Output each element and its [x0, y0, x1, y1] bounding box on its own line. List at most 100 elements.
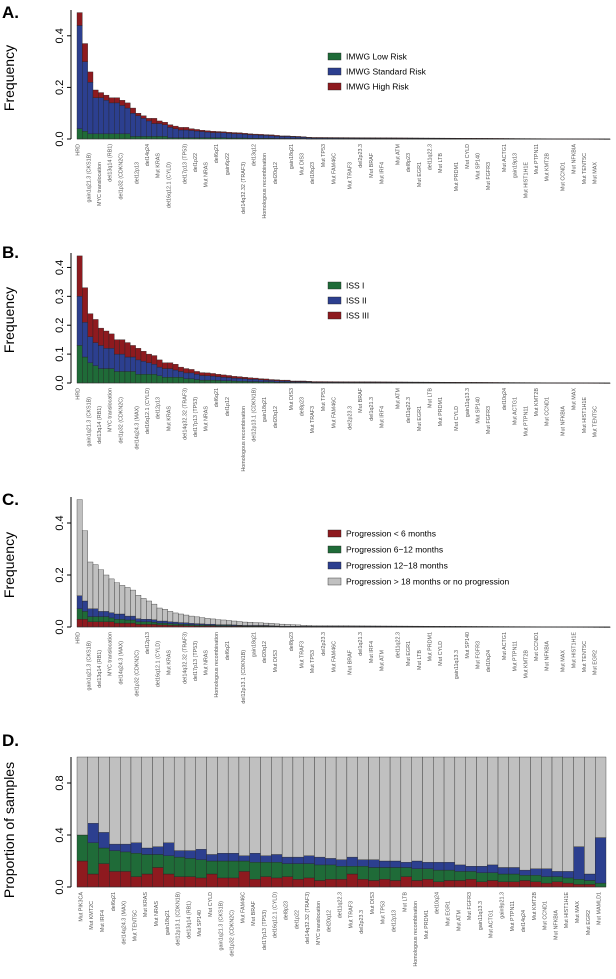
panel-d-bar-segment: [87, 842, 99, 875]
panel-d-bar-stack: [314, 756, 326, 888]
panel-d-category-label: Mut SP140: [197, 910, 203, 937]
panel-a-category-label: del17p13 (TP53): [182, 144, 188, 184]
panel-c-bar-stack: [103, 574, 110, 628]
panel-c-category-label: Mut KRAS: [166, 650, 172, 676]
panel-d-bar-segment: [519, 875, 531, 881]
panel-b-category-label: del12p13: [156, 397, 162, 419]
panel-b-bar-stack: [114, 339, 120, 384]
panel-b-bar-segment: [178, 377, 184, 384]
panel-b-category-label: del12p13.1 (CDKN1B): [252, 388, 258, 442]
panel-a-category-label: Mut ACTG1: [502, 144, 508, 172]
panel-a-bar-stack: [178, 127, 184, 140]
panel-c-bar-segment: [98, 621, 104, 628]
panel-d-bar-segment: [249, 853, 261, 863]
panel-a-bar-stack: [295, 136, 302, 140]
panel-c-bar-segment: [87, 608, 94, 617]
panel-c-category-label: gain1q21.3 (CKS1B): [86, 641, 92, 691]
panel-c-category-label: del1q21.3: [358, 632, 364, 656]
panel-d-bar-stack: [422, 756, 434, 888]
panel-c-bar-segment: [183, 614, 190, 624]
panel-d-bar-segment: [573, 884, 585, 888]
panel-a-bar-segment: [199, 131, 206, 138]
panel-a-bar-stack: [290, 135, 296, 140]
panel-a-bar-segment: [220, 131, 227, 133]
panel-a-bar-segment: [274, 135, 280, 137]
panel-a-bar-segment: [124, 102, 131, 109]
panel-b-bar-segment: [194, 374, 200, 380]
panel-b-category-label: Mut EGR1: [417, 406, 423, 431]
panel-a-category-label: gain1q21.3 (CKS1B): [86, 153, 92, 203]
panel-b-bar-stack: [124, 342, 131, 384]
panel-d-bar-segment: [357, 756, 369, 860]
panel-a-bar-segment: [87, 133, 94, 140]
panel-b-category-label: del1p32 (CDKN2C): [118, 397, 124, 444]
panel-d-bar-stack: [184, 756, 196, 888]
panel-b-bar-segment: [231, 376, 238, 379]
panel-b-bar-stack: [162, 362, 168, 384]
panel-b-bar-segment: [332, 381, 339, 383]
panel-b-bar-segment: [204, 372, 211, 376]
panel-d-bar-segment: [173, 856, 186, 877]
panel-d-bar-stack: [433, 756, 445, 888]
panel-d-bar-segment: [335, 879, 348, 888]
panel-b-bar-segment: [295, 380, 302, 382]
panel-c-category-label: gain11q13.3: [454, 650, 460, 679]
panel-c-bar-segment: [98, 569, 104, 612]
panel-a-bar-segment: [178, 129, 184, 138]
panel-a-letter: A.: [2, 3, 19, 22]
panel-d-bar-stack: [260, 756, 272, 888]
panel-b-bar-segment: [220, 380, 227, 384]
panel-c-bar-segment: [119, 619, 126, 624]
panel-d-bar-segment: [368, 859, 380, 868]
panel-c-category-label: Mut IRF4: [369, 641, 375, 663]
panel-c-bar-segment: [204, 618, 211, 625]
panel-d-bar-segment: [465, 871, 477, 880]
panel-d-bar-segment: [497, 756, 510, 868]
panel-d-bar-segment: [508, 756, 520, 868]
panel-c-bar-segment: [322, 625, 328, 627]
panel-b-bar-segment: [290, 380, 296, 382]
panel-c-category-label: del20q12: [262, 641, 268, 663]
panel-d-bar-stack: [238, 756, 250, 888]
panel-a-legend-label: IMWG High Risk: [346, 82, 410, 92]
panel-d-bar-segment: [400, 867, 412, 877]
panel-d-bar-segment: [562, 756, 574, 872]
panel-d-bar-segment: [497, 867, 510, 875]
panel-c-category-label: Mut SP140: [465, 632, 471, 659]
panel-b-bar-segment: [108, 333, 115, 349]
panel-b-bar-segment: [114, 353, 120, 372]
panel-d-bar-segment: [422, 862, 434, 869]
panel-b-bar-segment: [220, 374, 227, 378]
panel-c-bar-segment: [140, 624, 147, 628]
panel-a-bar-segment: [151, 118, 158, 124]
panel-b-category-label: Mut KMT2B: [534, 388, 540, 417]
panel-b-bar-stack: [252, 377, 259, 384]
panel-d-bar-segment: [346, 856, 358, 867]
panel-b-bar-segment: [167, 377, 174, 384]
panel-d-bar-segment: [120, 756, 132, 845]
panel-a-bar-segment: [140, 115, 147, 119]
panel-d-bar-segment: [530, 875, 542, 882]
panel-a-bar-stack: [300, 136, 307, 140]
panel-d-bar-segment: [249, 862, 261, 880]
panel-d-bar-segment: [595, 882, 607, 888]
panel-d-bar-segment: [476, 872, 488, 882]
panel-d-category-label: Mut NFKBIA: [553, 910, 559, 940]
panel-a-category-label: Mut EGR1: [417, 162, 423, 187]
panel-d-bar-segment: [281, 856, 294, 864]
panel-d-bar-segment: [130, 756, 142, 843]
panel-d-bar-segment: [238, 860, 250, 872]
panel-c-bar-stack: [156, 607, 163, 628]
panel-b-category-label: Mut HIST1H1E: [582, 397, 588, 434]
panel-a-bar-segment: [82, 61, 88, 132]
panel-d-bar-segment: [357, 879, 369, 888]
panel-d-bar-stack: [465, 756, 477, 888]
panel-b-bar-segment: [92, 319, 99, 343]
panel-c-bar-segment: [151, 624, 158, 628]
panel-d-bar-segment: [487, 864, 499, 873]
panel-a-bar-segment: [210, 132, 216, 138]
panel-d-bar-segment: [152, 756, 164, 847]
panel-c-bar-segment: [290, 624, 296, 627]
panel-b-legend-swatch: [327, 311, 342, 320]
panel-a-bar-stack: [172, 125, 179, 140]
